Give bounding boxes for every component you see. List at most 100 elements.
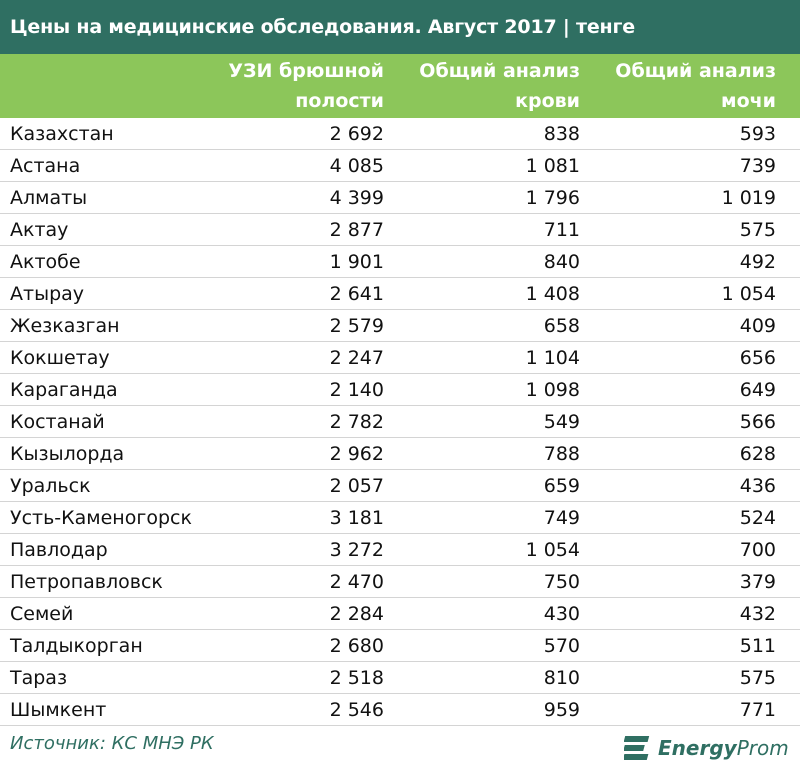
- city-name-cell: Караганда: [10, 379, 118, 401]
- column-header-urine-test: Общий анализ мочи: [588, 54, 784, 118]
- ultrasound-price-cell: 2 284: [329, 603, 384, 625]
- table-row: Жезказган 2 579 658 409: [0, 310, 800, 342]
- city-name-cell: Костанай: [10, 411, 105, 433]
- table-title: Цены на медицинские обследования. Август…: [0, 0, 800, 54]
- logo-text-prom: Prom: [736, 736, 789, 760]
- urine-test-price-cell: 575: [739, 219, 776, 241]
- city-name-cell: Уральск: [10, 475, 91, 497]
- urine-test-price-cell: 700: [739, 539, 776, 561]
- blood-test-price-cell: 1 098: [525, 379, 580, 401]
- table-title-text: Цены на медицинские обследования. Август…: [10, 16, 635, 38]
- table-row: Казахстан 2 692 838 593: [0, 118, 800, 150]
- column-header-line: Общий анализ: [419, 60, 580, 82]
- blood-test-price-cell: 1 408: [525, 283, 580, 305]
- table-row: Тараз 2 518 810 575: [0, 662, 800, 694]
- urine-test-price-cell: 566: [739, 411, 776, 433]
- energyprom-logo: EnergyProm: [624, 728, 789, 768]
- ultrasound-price-cell: 2 680: [329, 635, 384, 657]
- table-row: Петропавловск 2 470 750 379: [0, 566, 800, 598]
- ultrasound-price-cell: 2 470: [329, 571, 384, 593]
- city-name-cell: Усть-Каменогорск: [10, 507, 192, 529]
- urine-test-price-cell: 432: [739, 603, 776, 625]
- table-row: Усть-Каменогорск 3 181 749 524: [0, 502, 800, 534]
- column-header-line: полости: [295, 90, 384, 112]
- ultrasound-price-cell: 2 247: [329, 347, 384, 369]
- city-name-cell: Кызылорда: [10, 443, 125, 465]
- ultrasound-price-cell: 3 272: [329, 539, 384, 561]
- blood-test-price-cell: 1 054: [525, 539, 580, 561]
- table-row: Костанай 2 782 549 566: [0, 406, 800, 438]
- blood-test-price-cell: 711: [543, 219, 580, 241]
- urine-test-price-cell: 593: [739, 123, 776, 145]
- urine-test-price-cell: 1 054: [721, 283, 776, 305]
- city-name-cell: Шымкент: [10, 699, 107, 721]
- ultrasound-price-cell: 2 140: [329, 379, 384, 401]
- urine-test-price-cell: 1 019: [721, 187, 776, 209]
- logo-text: EnergyProm: [658, 736, 789, 760]
- city-name-cell: Астана: [10, 155, 81, 177]
- city-name-cell: Талдыкорган: [10, 635, 143, 657]
- table-row: Актобе 1 901 840 492: [0, 246, 800, 278]
- blood-test-price-cell: 1 081: [525, 155, 580, 177]
- ultrasound-price-cell: 2 782: [329, 411, 384, 433]
- column-header-line: мочи: [721, 90, 776, 112]
- table-row: Алматы 4 399 1 796 1 019: [0, 182, 800, 214]
- city-name-cell: Семей: [10, 603, 74, 625]
- column-header-line: УЗИ брюшной: [228, 60, 384, 82]
- blood-test-price-cell: 840: [543, 251, 580, 273]
- blood-test-price-cell: 750: [543, 571, 580, 593]
- table-row: Караганда 2 140 1 098 649: [0, 374, 800, 406]
- urine-test-price-cell: 436: [739, 475, 776, 497]
- blood-test-price-cell: 659: [543, 475, 580, 497]
- column-header-ultrasound: УЗИ брюшной полости: [196, 54, 392, 118]
- table-row: Семей 2 284 430 432: [0, 598, 800, 630]
- blood-test-price-cell: 959: [543, 699, 580, 721]
- table-row: Шымкент 2 546 959 771: [0, 694, 800, 726]
- blood-test-price-cell: 1 796: [525, 187, 580, 209]
- blood-test-price-cell: 788: [543, 443, 580, 465]
- ultrasound-price-cell: 4 085: [329, 155, 384, 177]
- city-name-cell: Алматы: [10, 187, 88, 209]
- city-name-cell: Тараз: [10, 667, 68, 689]
- urine-test-price-cell: 409: [739, 315, 776, 337]
- column-header-blood-test: Общий анализ крови: [392, 54, 588, 118]
- table-row: Кокшетау 2 247 1 104 656: [0, 342, 800, 374]
- table-row: Актау 2 877 711 575: [0, 214, 800, 246]
- table-row: Павлодар 3 272 1 054 700: [0, 534, 800, 566]
- city-name-cell: Актобе: [10, 251, 81, 273]
- ultrasound-price-cell: 4 399: [329, 187, 384, 209]
- blood-test-price-cell: 838: [543, 123, 580, 145]
- city-name-cell: Актау: [10, 219, 69, 241]
- ultrasound-price-cell: 2 692: [329, 123, 384, 145]
- ultrasound-price-cell: 2 962: [329, 443, 384, 465]
- city-name-cell: Жезказган: [10, 315, 120, 337]
- table-row: Астана 4 085 1 081 739: [0, 150, 800, 182]
- blood-test-price-cell: 749: [543, 507, 580, 529]
- urine-test-price-cell: 379: [739, 571, 776, 593]
- urine-test-price-cell: 649: [739, 379, 776, 401]
- city-name-cell: Атырау: [10, 283, 85, 305]
- source-note: Источник: КС МНЭ РК: [10, 733, 214, 754]
- urine-test-price-cell: 575: [739, 667, 776, 689]
- ultrasound-price-cell: 3 181: [329, 507, 384, 529]
- city-name-cell: Павлодар: [10, 539, 108, 561]
- table-row: Уральск 2 057 659 436: [0, 470, 800, 502]
- ultrasound-price-cell: 2 877: [329, 219, 384, 241]
- urine-test-price-cell: 524: [739, 507, 776, 529]
- urine-test-price-cell: 492: [739, 251, 776, 273]
- city-name-cell: Петропавловск: [10, 571, 163, 593]
- blood-test-price-cell: 549: [543, 411, 580, 433]
- ultrasound-price-cell: 1 901: [329, 251, 384, 273]
- urine-test-price-cell: 656: [739, 347, 776, 369]
- urine-test-price-cell: 628: [739, 443, 776, 465]
- table-body: Казахстан 2 692 838 593 Астана 4 085 1 081 739 А…: [0, 118, 800, 726]
- table-row: Атырау 2 641 1 408 1 054: [0, 278, 800, 310]
- table-row: Талдыкорган 2 680 570 511: [0, 630, 800, 662]
- city-name-cell: Казахстан: [10, 123, 114, 145]
- column-header-line: Общий анализ: [615, 60, 776, 82]
- ultrasound-price-cell: 2 579: [329, 315, 384, 337]
- ultrasound-price-cell: 2 546: [329, 699, 384, 721]
- urine-test-price-cell: 771: [739, 699, 776, 721]
- blood-test-price-cell: 658: [543, 315, 580, 337]
- blood-test-price-cell: 810: [543, 667, 580, 689]
